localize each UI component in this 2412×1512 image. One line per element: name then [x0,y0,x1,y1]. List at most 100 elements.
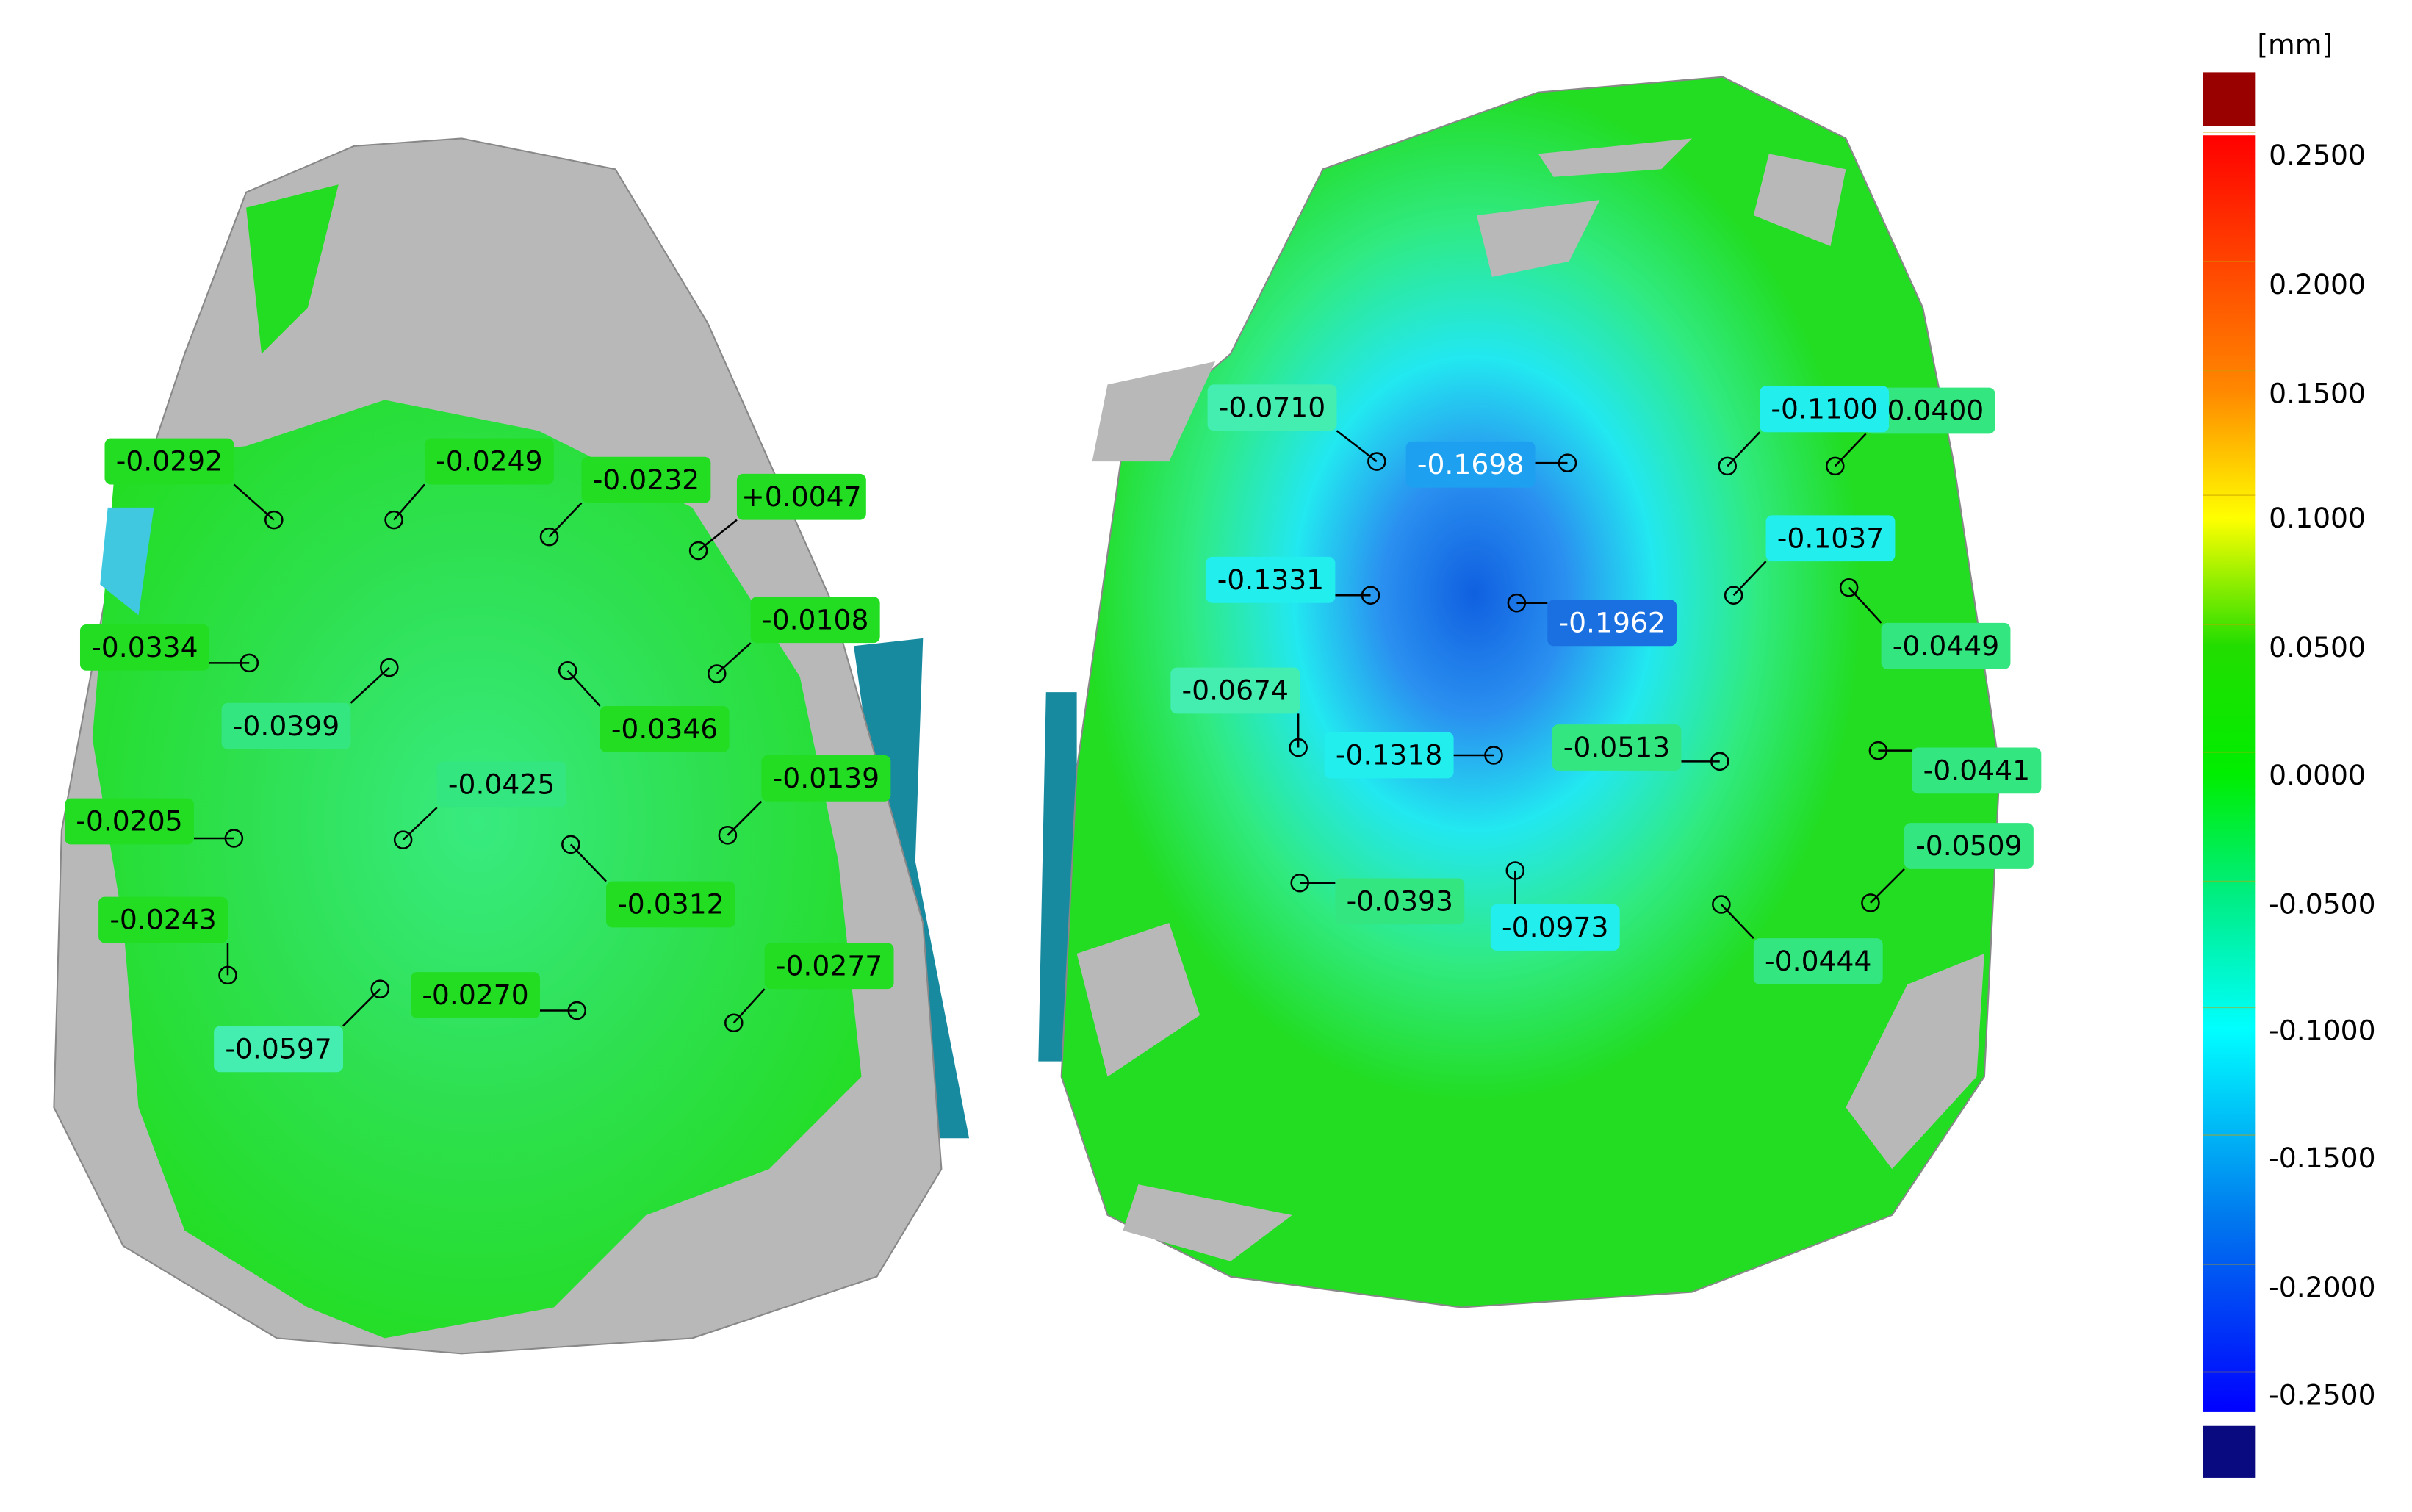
label-box [1207,384,1337,431]
pin [1826,456,1845,476]
label-box [1912,747,2042,794]
label-text: -0.1318 [1336,739,1442,771]
label-box [764,943,894,990]
annotation: +0.0047 [688,473,866,561]
label-text: -0.0400 [1877,395,1984,427]
annotation: -0.0243 [98,896,237,985]
pin [1710,752,1729,771]
annotation: -0.0393 [1290,873,1465,925]
annotation: -0.0312 [561,835,735,928]
label-text: -0.0139 [773,762,879,794]
label-box [1765,515,1896,562]
tick-label: -0.1500 [2269,1142,2375,1174]
label-box [1881,622,2011,669]
pin [384,510,403,530]
label-box [411,972,540,1018]
pin [1712,895,1731,914]
tick-label: 0.1500 [2269,378,2366,410]
tick-label: 0.1000 [2269,502,2366,534]
annotation: -0.1318 [1324,732,1503,779]
pin [539,527,559,547]
color-bar [2203,135,2256,1412]
label-text: -0.1962 [1558,606,1665,638]
label-box [761,755,891,802]
pin [1484,746,1503,765]
label-box [79,624,209,671]
annotation: -0.1962 [1507,593,1677,647]
pin [240,653,259,673]
pin [561,835,580,854]
pin [264,510,284,530]
label-text: -0.0205 [76,805,182,838]
pin [718,826,738,845]
label-text: -0.0334 [91,631,198,663]
pin [724,1013,744,1033]
tick-label: 0.0000 [2269,759,2366,791]
label-box [1904,823,2034,869]
annotation: -0.0973 [1490,861,1620,951]
pin [1868,741,1888,760]
annotation: -0.0509 [1861,823,2034,912]
annotation: -0.0270 [411,972,586,1020]
label-box [1335,878,1465,925]
label-box [1552,724,1682,771]
label-box [736,473,866,520]
pin [1861,893,1880,912]
label-box [1760,386,1890,433]
pin [224,829,244,848]
label-box [600,705,730,752]
label-text: +0.0047 [741,480,861,513]
label-text: -0.0597 [225,1032,331,1065]
annotation: -0.0249 [384,438,554,530]
label-text: -0.0270 [422,979,528,1011]
label-box [1324,732,1454,779]
pin [380,658,399,677]
annotation: -0.0346 [558,661,730,752]
label-text: -0.1331 [1217,564,1324,596]
annotation: -0.0108 [707,597,880,683]
annotation: -0.0139 [718,755,891,845]
label-box [214,1026,343,1073]
pin [1361,586,1380,605]
annotation: -0.0205 [65,798,244,848]
annotation: -0.1037 [1724,515,1896,605]
tick-label: 0.2000 [2269,268,2366,300]
label-box [65,798,194,845]
label-box [436,761,566,808]
annotation: -0.0277 [724,943,894,1033]
annotation: -0.0449 [1839,577,2011,669]
pin [1724,586,1743,605]
annotations: -0.0292 -0.0249 -0.0232 +0.0047 -0.0334 -0.01… [65,384,2042,1073]
tick-label: 0.2500 [2269,139,2366,171]
pin [1505,861,1525,880]
pin [567,1001,586,1020]
label-box [1206,556,1336,603]
label-box [221,702,351,749]
label-text: -0.1037 [1777,522,1884,554]
annotation: -0.0292 [104,438,284,530]
label-text: -0.0292 [116,445,223,478]
annotation: -0.0441 [1868,741,2042,794]
label-text: -0.0441 [1923,754,2030,786]
label-text: -0.0346 [611,713,718,745]
annotation: -0.0425 [393,761,566,849]
label-text: -0.0393 [1347,885,1453,917]
label-text: -0.0108 [762,603,868,636]
label-box [1865,387,1995,434]
label-text: -0.0509 [1915,829,2022,862]
tick-label: 0.0500 [2269,631,2366,663]
label-box [750,597,880,644]
pin [1507,593,1527,613]
label-box [98,896,228,943]
tick-label: -0.2500 [2269,1378,2375,1411]
label-text: -0.0312 [617,888,724,921]
pin [1839,577,1859,597]
annotation: -0.0710 [1207,384,1386,471]
label-text: -0.0973 [1502,911,1608,943]
label-text: -0.0513 [1563,731,1670,763]
label-box [1547,600,1677,647]
left-tooth [53,137,970,1355]
annotation: -0.1100 [1718,386,1890,476]
label-text: -0.0425 [448,768,555,800]
